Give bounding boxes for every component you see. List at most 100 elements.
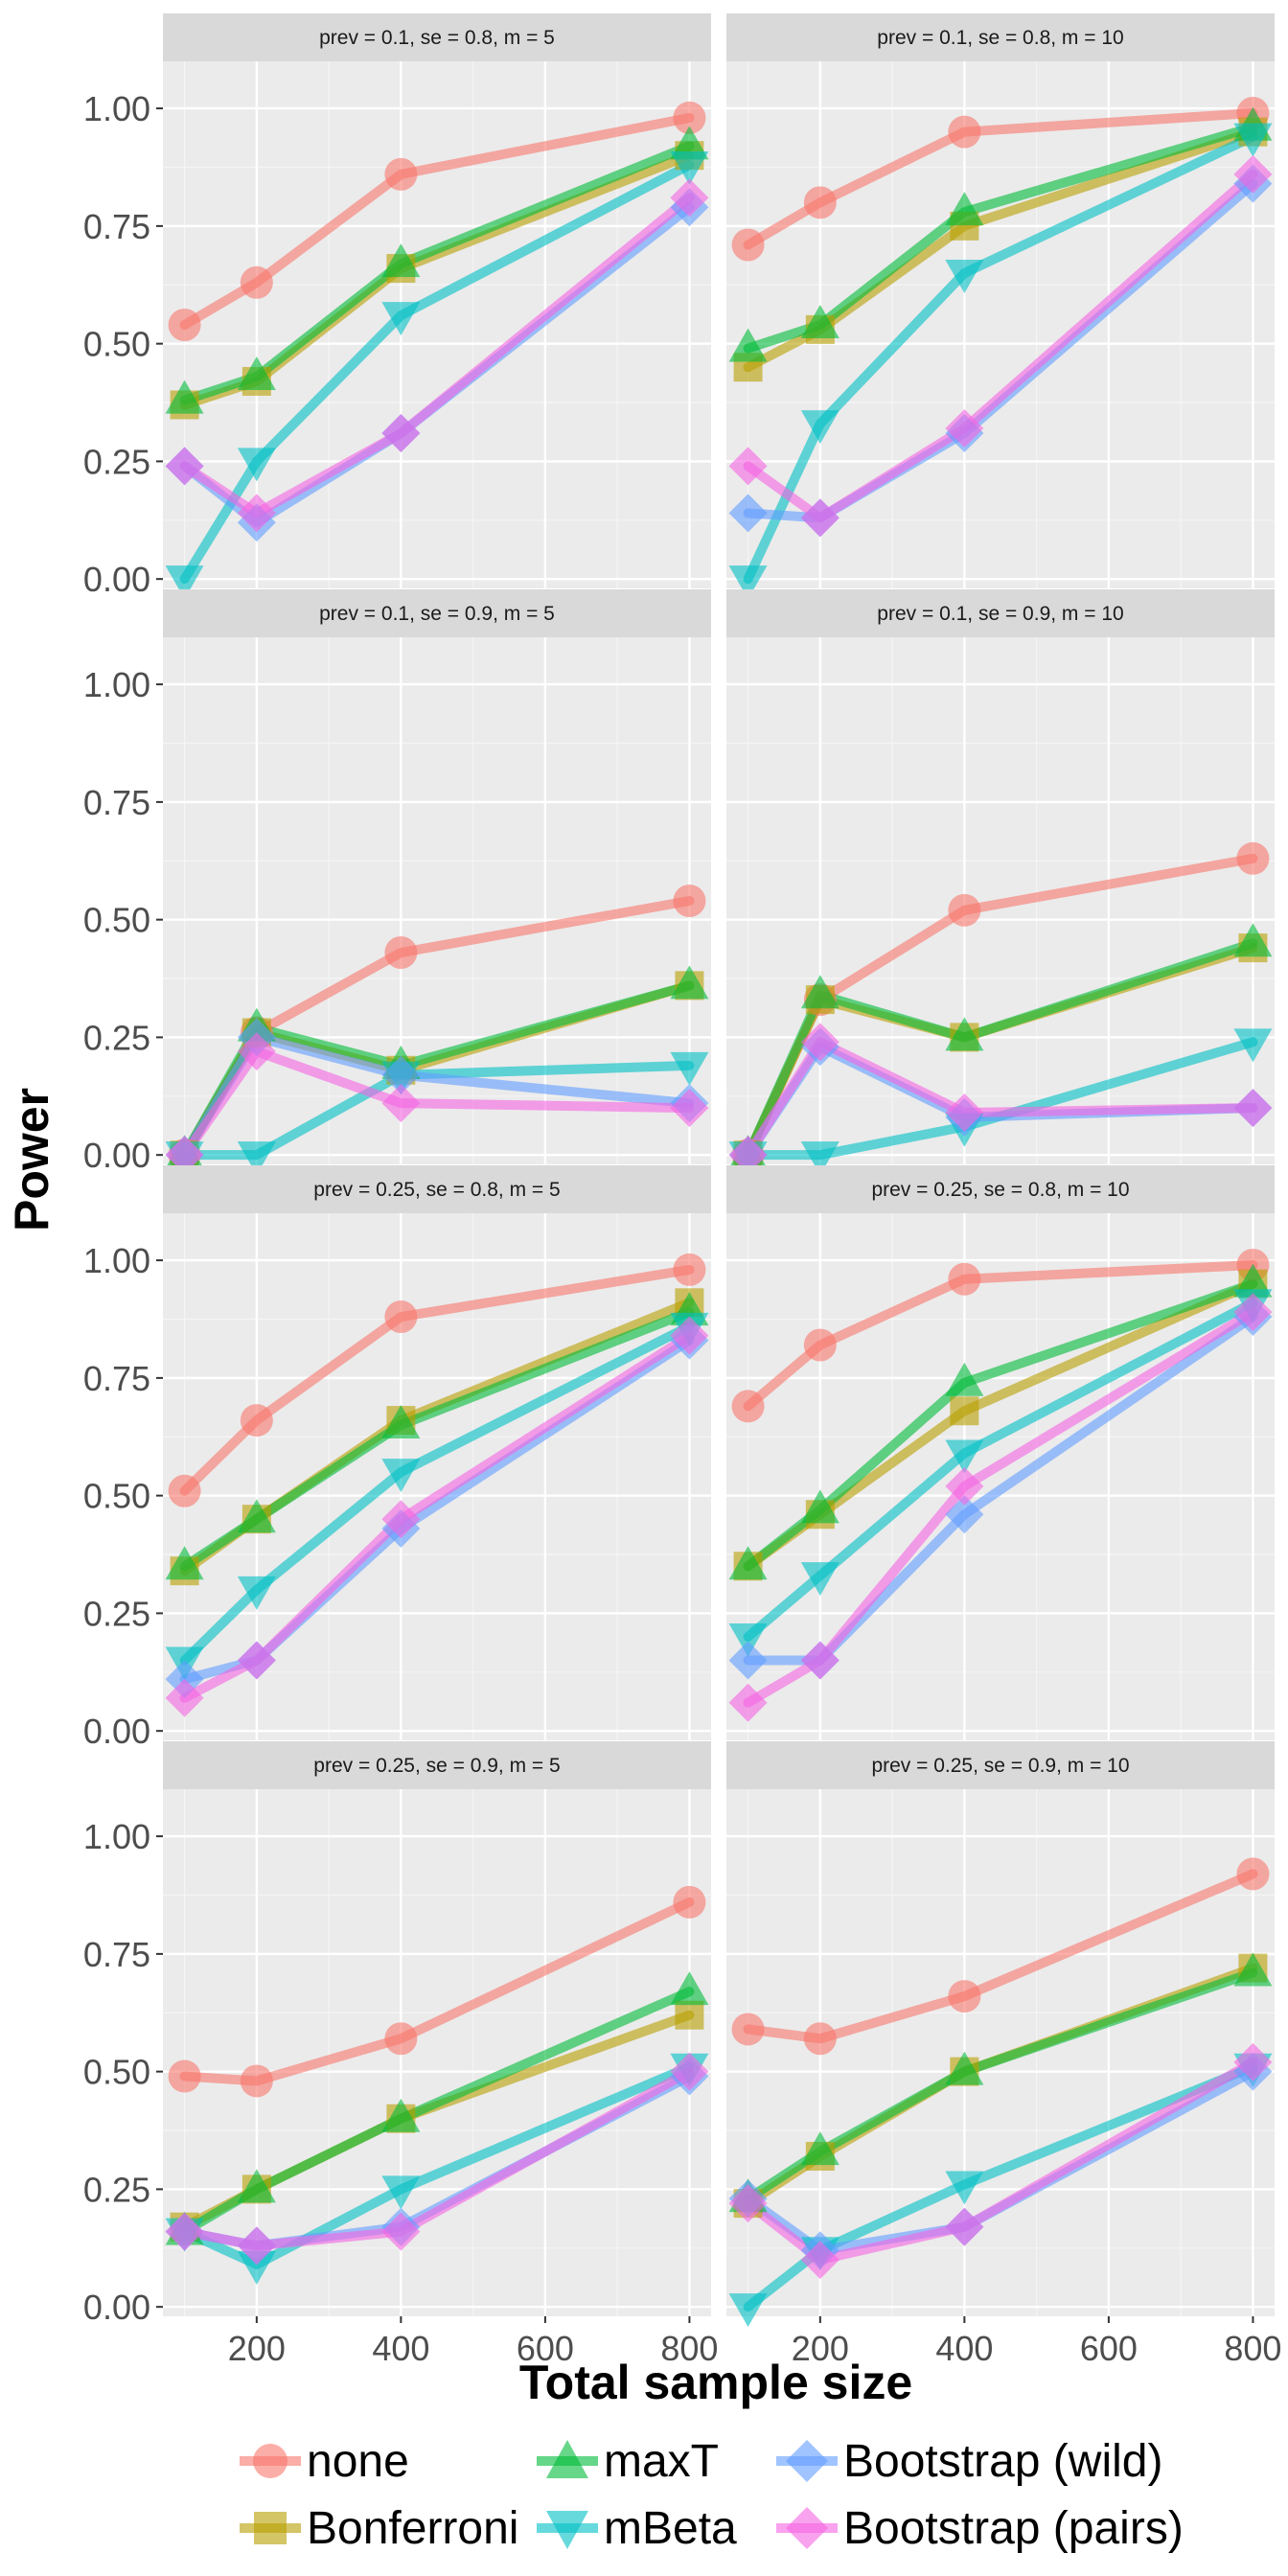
data-point: [728, 1641, 768, 1680]
data-point: [168, 1474, 201, 1507]
data-point: [673, 885, 706, 917]
data-point: [384, 157, 418, 191]
data-point: [948, 1262, 981, 1296]
data-point: [803, 2022, 837, 2056]
data-point: [165, 1678, 204, 1717]
data-point: [803, 1328, 837, 1362]
series-line: [743, 131, 1258, 585]
data-point: [381, 1459, 421, 1493]
facet-panel: prev = 0.25, se = 0.9, m = 10 200 400 600 80…: [726, 1741, 1281, 2368]
legend-item-bootstrap-pairs: Bootstrap (pairs): [776, 2501, 1184, 2555]
data-point: [237, 494, 276, 533]
data-point: [945, 259, 984, 293]
facet-panel: prev = 0.1, se = 0.9, m = 5 0.00 0.25 0.50 0…: [83, 589, 711, 1176]
data-point: [384, 2022, 418, 2056]
data-point: [728, 1136, 768, 1175]
facet-title: prev = 0.1, se = 0.9, m = 10: [877, 603, 1123, 625]
data-point: [945, 1439, 984, 1474]
data-point: [1233, 1293, 1273, 1332]
data-point: [165, 1136, 204, 1175]
data-point: [1233, 1089, 1273, 1128]
data-point: [728, 494, 768, 533]
data-point: [237, 448, 276, 482]
data-point: [673, 101, 706, 134]
data-point: [800, 1141, 840, 1176]
facet-title: prev = 0.1, se = 0.9, m = 5: [319, 603, 555, 625]
facet-title: prev = 0.25, se = 0.8, m = 10: [871, 1179, 1129, 1201]
legend-item-bonferroni: Bonferroni: [240, 2501, 518, 2555]
series-line: [179, 2066, 695, 2251]
y-tick-label: 0.50: [83, 901, 150, 940]
data-point: [673, 1253, 706, 1286]
data-point: [237, 356, 276, 391]
data-point: [381, 1500, 421, 1539]
facet-title: prev = 0.1, se = 0.8, m = 5: [319, 27, 555, 49]
series-line: [743, 1312, 1258, 1666]
legend-item-mbeta: mBeta: [537, 2501, 737, 2555]
data-point: [800, 1023, 840, 1062]
data-point: [237, 2250, 276, 2285]
panels-layer: prev = 0.1, se = 0.8, m = 5 0.00 0.25 0.50 0…: [83, 13, 1281, 2368]
series-line: [743, 1298, 1258, 1642]
data-point: [381, 1084, 421, 1123]
series-line: [179, 160, 695, 585]
data-point: [945, 1092, 984, 1132]
data-point: [728, 1546, 768, 1580]
data-point: [728, 328, 768, 362]
legend-item-none: none: [240, 2434, 409, 2488]
data-point: [945, 192, 984, 226]
facet-strip: [726, 1165, 1275, 1213]
data-point: [240, 265, 273, 299]
series-line: [179, 1321, 695, 1666]
legend-label: mBeta: [604, 2502, 737, 2554]
series-line: [743, 169, 1258, 523]
data-point: [1236, 1857, 1270, 1891]
y-tick-label: 0.75: [83, 1359, 150, 1398]
data-point: [165, 380, 204, 414]
data-point: [1236, 841, 1270, 875]
x-tick-label: 200: [792, 2329, 849, 2368]
data-point: [237, 1499, 276, 1533]
y-tick-label: 0.00: [83, 560, 150, 599]
series-line: [743, 1278, 1258, 1572]
series-line: [179, 112, 695, 330]
x-tick-label: 800: [1224, 2329, 1281, 2368]
data-point: [168, 2059, 201, 2093]
data-point: [670, 965, 709, 1000]
y-tick-label: 0.75: [83, 783, 150, 822]
series-line: [179, 1897, 695, 2086]
series-line: [743, 1869, 1258, 2044]
data-point: [803, 186, 837, 219]
y-tick-label: 0.00: [83, 1136, 150, 1175]
legend-key-triangle-up-icon: [537, 2440, 598, 2478]
facet-title: prev = 0.25, se = 0.9, m = 5: [313, 1755, 560, 1777]
data-point: [165, 1546, 204, 1580]
data-point: [670, 1051, 709, 1086]
y-tick-label: 0.75: [83, 207, 150, 246]
legend-label: Bootstrap (pairs): [843, 2502, 1184, 2554]
data-point: [950, 1396, 979, 1426]
facet-strip: [163, 589, 711, 637]
data-point: [728, 2293, 768, 2328]
legend-key-triangle-down-icon: [537, 2511, 598, 2549]
series-line: [743, 126, 1258, 373]
data-point: [800, 975, 840, 1009]
y-tick-label: 0.50: [83, 325, 150, 364]
series-line: [743, 122, 1258, 354]
data-point: [945, 2171, 984, 2205]
series-line: [179, 1307, 695, 1572]
data-point: [1233, 1263, 1273, 1298]
y-tick-label: 0.25: [83, 1018, 150, 1057]
series-line: [743, 2061, 1258, 2312]
series-line: [743, 2057, 1258, 2266]
data-point: [948, 893, 981, 927]
legend-label: Bonferroni: [307, 2502, 519, 2554]
series-line: [179, 1330, 695, 1703]
data-point: [240, 1404, 273, 1438]
data-point: [237, 1641, 276, 1680]
facet-panel: prev = 0.1, se = 0.9, m = 10: [726, 589, 1275, 1176]
data-point: [237, 1576, 276, 1610]
data-point: [240, 2064, 273, 2098]
series-line: [743, 1037, 1258, 1161]
legend-key-square-icon: [240, 2512, 301, 2544]
